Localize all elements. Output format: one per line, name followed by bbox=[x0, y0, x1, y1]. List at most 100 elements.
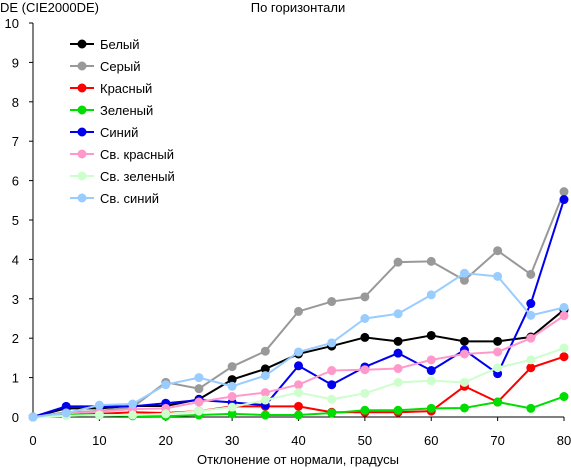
x-tick-label: 40 bbox=[291, 433, 305, 448]
x-tick-label: 20 bbox=[159, 433, 173, 448]
legend-label: Зеленый bbox=[100, 103, 153, 118]
data-point bbox=[526, 299, 536, 309]
data-point bbox=[426, 256, 436, 266]
data-point bbox=[393, 257, 403, 267]
data-point bbox=[426, 355, 436, 365]
data-point bbox=[327, 297, 337, 307]
legend-swatch-marker bbox=[77, 127, 87, 137]
data-point bbox=[94, 410, 104, 420]
x-tick-label: 60 bbox=[424, 433, 438, 448]
data-point bbox=[194, 373, 204, 383]
data-point bbox=[260, 410, 270, 420]
data-point bbox=[393, 405, 403, 415]
x-tick-label: 70 bbox=[490, 433, 504, 448]
legend-label: Белый bbox=[100, 37, 140, 52]
data-point bbox=[194, 397, 204, 407]
legend-label: Св. синий bbox=[100, 191, 159, 206]
y-tick-label: 2 bbox=[12, 331, 19, 346]
data-point bbox=[260, 388, 270, 398]
x-tick-label: 50 bbox=[358, 433, 372, 448]
data-point bbox=[493, 363, 503, 373]
data-point bbox=[426, 366, 436, 376]
data-point bbox=[294, 306, 303, 316]
y-tick-label: 0 bbox=[12, 410, 19, 425]
legend-entry: Серый bbox=[70, 59, 140, 74]
data-point bbox=[327, 338, 337, 348]
data-point bbox=[459, 403, 469, 413]
legend-label: Серый bbox=[100, 59, 140, 74]
x-tick-label: 10 bbox=[92, 433, 106, 448]
data-point bbox=[360, 365, 370, 375]
legend-label: Синий bbox=[100, 125, 138, 140]
y-tick-label: 4 bbox=[12, 252, 19, 267]
data-point bbox=[260, 395, 270, 405]
legend-swatch-marker bbox=[77, 39, 87, 49]
data-point bbox=[426, 330, 436, 340]
data-point bbox=[493, 246, 503, 256]
data-point bbox=[426, 403, 436, 413]
data-point bbox=[459, 349, 469, 359]
data-point bbox=[426, 290, 436, 300]
legend-label: Св. зеленый bbox=[100, 169, 175, 184]
data-point bbox=[360, 332, 370, 342]
data-point bbox=[327, 380, 337, 390]
data-point bbox=[161, 380, 171, 390]
data-point bbox=[393, 336, 403, 346]
y-tick-label: 1 bbox=[12, 371, 19, 386]
legend-entry: Св. зеленый bbox=[70, 169, 175, 184]
legend-swatch-marker bbox=[77, 105, 87, 115]
data-point bbox=[493, 271, 503, 281]
data-point bbox=[360, 388, 370, 398]
data-point bbox=[327, 366, 337, 376]
legend: Белый Серый Красный Зеленый Синий Св. красный… bbox=[70, 37, 175, 206]
data-point bbox=[459, 336, 469, 346]
data-point bbox=[128, 410, 138, 420]
data-point bbox=[526, 363, 536, 373]
data-point bbox=[227, 402, 237, 412]
y-tick-label: 10 bbox=[5, 16, 19, 31]
data-point bbox=[360, 314, 370, 323]
data-point bbox=[227, 381, 237, 391]
data-point bbox=[227, 392, 237, 402]
data-point bbox=[260, 371, 270, 381]
data-point bbox=[393, 309, 403, 319]
data-point bbox=[559, 195, 569, 205]
data-point bbox=[294, 401, 303, 411]
data-point bbox=[61, 408, 71, 418]
x-tick-label: 30 bbox=[225, 433, 239, 448]
legend-label: Св. красный bbox=[100, 147, 174, 162]
data-point bbox=[393, 377, 403, 387]
data-point bbox=[294, 388, 303, 398]
data-point bbox=[393, 364, 403, 374]
x-axis-label: Отклонение от нормали, градусы bbox=[197, 452, 399, 467]
data-point bbox=[128, 399, 138, 409]
y-tick-label: 6 bbox=[12, 174, 19, 189]
data-point bbox=[526, 269, 536, 279]
data-point bbox=[559, 187, 569, 197]
y-tick-label: 3 bbox=[12, 292, 19, 307]
data-point bbox=[393, 348, 403, 358]
data-point bbox=[459, 268, 469, 278]
data-point bbox=[526, 403, 536, 413]
data-point bbox=[294, 410, 303, 420]
legend-entry: Св. красный bbox=[70, 147, 174, 162]
data-point bbox=[559, 392, 569, 402]
data-point bbox=[28, 412, 38, 422]
data-point bbox=[294, 361, 303, 371]
legend-label: Красный bbox=[100, 81, 152, 96]
data-point bbox=[294, 380, 303, 390]
data-point bbox=[194, 406, 204, 416]
data-point bbox=[327, 408, 337, 418]
data-point bbox=[526, 310, 536, 320]
data-point bbox=[161, 409, 171, 419]
x-tick-label: 0 bbox=[29, 433, 36, 448]
data-point bbox=[227, 362, 237, 372]
data-point bbox=[493, 347, 503, 357]
data-point bbox=[559, 343, 569, 353]
data-point bbox=[327, 394, 337, 404]
data-point bbox=[360, 292, 370, 302]
axes: 0 1 2 3 4 5 6 7 8 9 10 0 10 20 30 40 50 60 70 80 bbox=[5, 16, 571, 448]
legend-swatch-marker bbox=[77, 193, 87, 203]
data-point bbox=[493, 397, 503, 407]
data-point bbox=[94, 400, 104, 410]
